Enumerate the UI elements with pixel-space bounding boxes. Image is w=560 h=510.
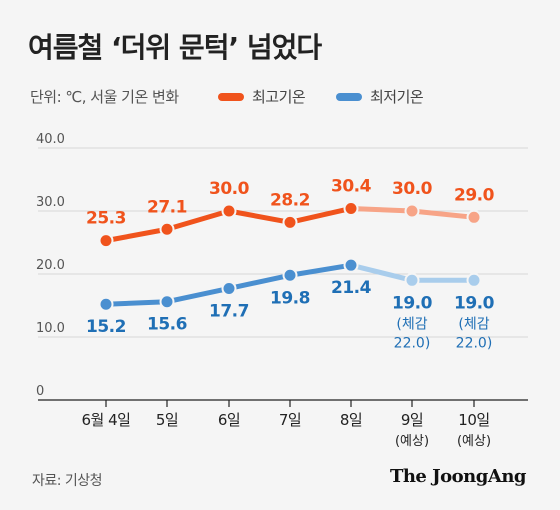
x-tick-label: 9일: [401, 411, 423, 429]
data-point: [404, 272, 420, 288]
data-point: [466, 272, 482, 288]
data-point: [282, 267, 298, 283]
y-tick-label: 10.0: [36, 321, 65, 336]
data-label: 25.3: [86, 209, 126, 229]
source-label: 자료: 기상청: [32, 473, 103, 489]
data-point: [159, 294, 175, 310]
y-tick-label: 40.0: [36, 132, 65, 147]
legend-swatch-low: [336, 92, 362, 101]
x-tick-label: 7일: [279, 411, 301, 429]
legend-item-low: 최저기온: [336, 86, 424, 107]
data-label: 30.0: [209, 179, 250, 199]
data-label: 30.0: [392, 179, 433, 199]
data-point: [98, 296, 114, 312]
data-point: [466, 209, 482, 225]
data-label: 30.4: [331, 176, 372, 196]
x-tick-label: 5일: [156, 411, 178, 429]
x-tick-label: 8일: [340, 411, 362, 429]
legend-item-high: 최고기온: [218, 86, 306, 107]
data-sublabel: 22.0): [394, 335, 431, 351]
legend-label-high: 최고기온: [252, 88, 306, 106]
data-sublabel: 22.0): [456, 335, 493, 351]
data-label: 15.6: [147, 315, 187, 335]
data-label: 21.4: [331, 278, 372, 298]
data-point: [159, 221, 175, 237]
data-label: 19.0: [392, 293, 433, 313]
data-label: 19.8: [270, 288, 310, 308]
data-label: 17.7: [209, 301, 249, 321]
brand-logo: The JoongAng: [389, 466, 527, 487]
x-tick-sublabel: (예상): [395, 434, 429, 449]
data-sublabel: (체감: [458, 316, 489, 332]
data-point: [282, 214, 298, 230]
x-tick-sublabel: (예상): [457, 434, 491, 449]
x-tick-label: 10일: [458, 411, 489, 429]
data-label: 15.2: [86, 317, 126, 337]
data-label: 19.0: [454, 293, 495, 313]
legend-label-low: 최저기온: [370, 88, 424, 106]
data-label: 27.1: [147, 197, 187, 217]
data-point: [343, 257, 359, 273]
x-tick-label: 6월 4일: [82, 411, 131, 429]
data-point: [98, 233, 114, 249]
y-tick-label: 20.0: [36, 258, 65, 273]
y-tick-label: 30.0: [36, 195, 65, 210]
data-label: 28.2: [270, 190, 310, 210]
x-tick-label: 6일: [218, 411, 240, 429]
data-sublabel: (체감: [396, 316, 427, 332]
legend-swatch-high: [218, 92, 244, 101]
page-title: 여름철 ‘더위 문턱’ 넘었다: [28, 31, 322, 64]
y-tick-label: 0: [36, 384, 44, 399]
unit-label: 단위: ℃, 서울 기온 변화: [30, 88, 179, 106]
data-point: [404, 203, 420, 219]
data-point: [343, 200, 359, 216]
data-label: 29.0: [454, 185, 495, 205]
data-point: [221, 280, 237, 296]
data-point: [221, 203, 237, 219]
